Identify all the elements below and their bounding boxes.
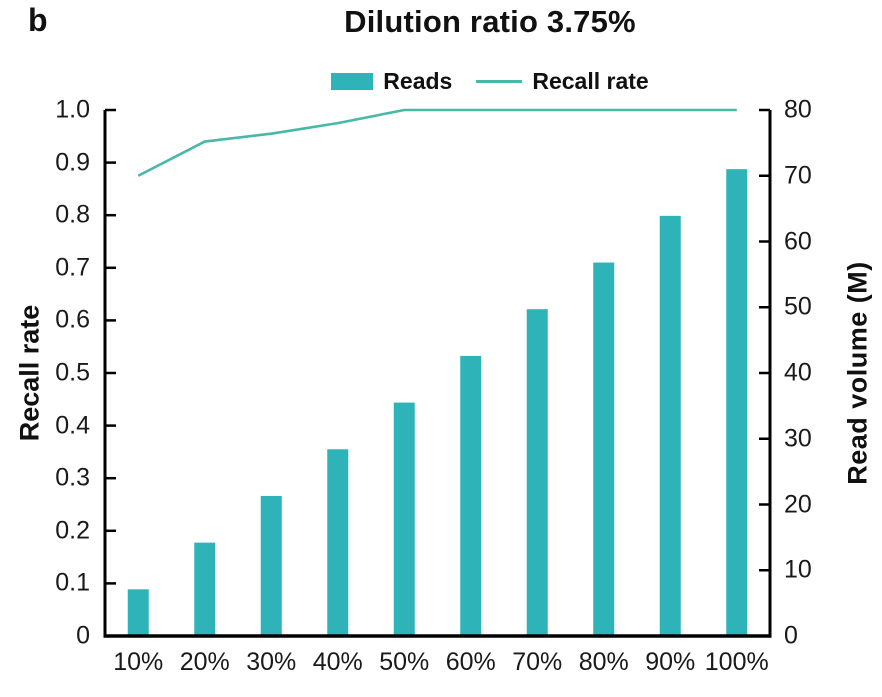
x-axis-category-label: 70% xyxy=(512,648,563,676)
chart-title: Dilution ratio 3.75% xyxy=(344,4,636,39)
reads-bar xyxy=(127,589,149,636)
reads-bar xyxy=(260,495,282,636)
reads-legend-swatch xyxy=(331,72,374,90)
right-axis-tick-label: 50 xyxy=(784,292,812,321)
left-axis-tick-label: 1.0 xyxy=(55,95,90,124)
x-axis-category-label: 40% xyxy=(312,648,363,676)
right-axis-tick-label: 80 xyxy=(784,95,812,124)
x-axis-category-label: 30% xyxy=(246,648,297,676)
left-axis-tick-label: 0.2 xyxy=(55,516,90,545)
x-axis-category-label: 60% xyxy=(445,648,496,676)
reads-bar xyxy=(593,262,615,636)
right-axis-tick-label: 30 xyxy=(784,424,812,453)
left-axis-tick-label: 0.1 xyxy=(55,568,90,597)
right-axis-tick-label: 0 xyxy=(784,621,798,650)
reads-bar xyxy=(460,355,482,636)
recall-rate-legend-label: Recall rate xyxy=(532,67,649,94)
right-axis-tick-label: 70 xyxy=(784,161,812,190)
right-axis-tick-label: 40 xyxy=(784,358,812,387)
left-axis-tick-label: 0 xyxy=(76,621,90,650)
left-axis-tick-label: 0.4 xyxy=(55,411,90,440)
x-axis-category-label: 10% xyxy=(113,648,164,676)
reads-bar xyxy=(526,309,548,636)
left-axis-tick-label: 0.8 xyxy=(55,200,90,229)
left-axis-tick-label: 0.6 xyxy=(55,305,90,334)
x-axis-category-label: 90% xyxy=(645,648,696,676)
left-axis-tick-label: 0.9 xyxy=(55,148,90,177)
reads-bar xyxy=(726,169,748,637)
panel-label: b xyxy=(28,2,48,38)
recall-rate-legend-swatch xyxy=(476,79,523,83)
right-axis-tick-label: 10 xyxy=(784,555,812,584)
recall-rate-line xyxy=(137,108,737,177)
reads-legend-label: Reads xyxy=(383,67,453,94)
reads-bar xyxy=(194,542,216,636)
legend: Reads Recall rate xyxy=(105,64,875,98)
right-axis-tick-label: 20 xyxy=(784,490,812,518)
left-axis-tick-label: 0.7 xyxy=(55,253,90,282)
left-axis-tick-label: 0.5 xyxy=(55,358,90,387)
x-axis-category-label: 80% xyxy=(578,648,629,676)
reads-bar xyxy=(393,402,415,636)
reads-bar xyxy=(327,449,349,636)
x-axis-category-label: 100% xyxy=(704,648,769,676)
x-axis-category-label: 50% xyxy=(379,648,430,676)
x-axis-category-label: 20% xyxy=(179,648,230,676)
left-axis-tick-label: 0.3 xyxy=(55,463,90,492)
reads-bar xyxy=(659,215,681,637)
right-axis-tick-label: 60 xyxy=(784,227,812,255)
